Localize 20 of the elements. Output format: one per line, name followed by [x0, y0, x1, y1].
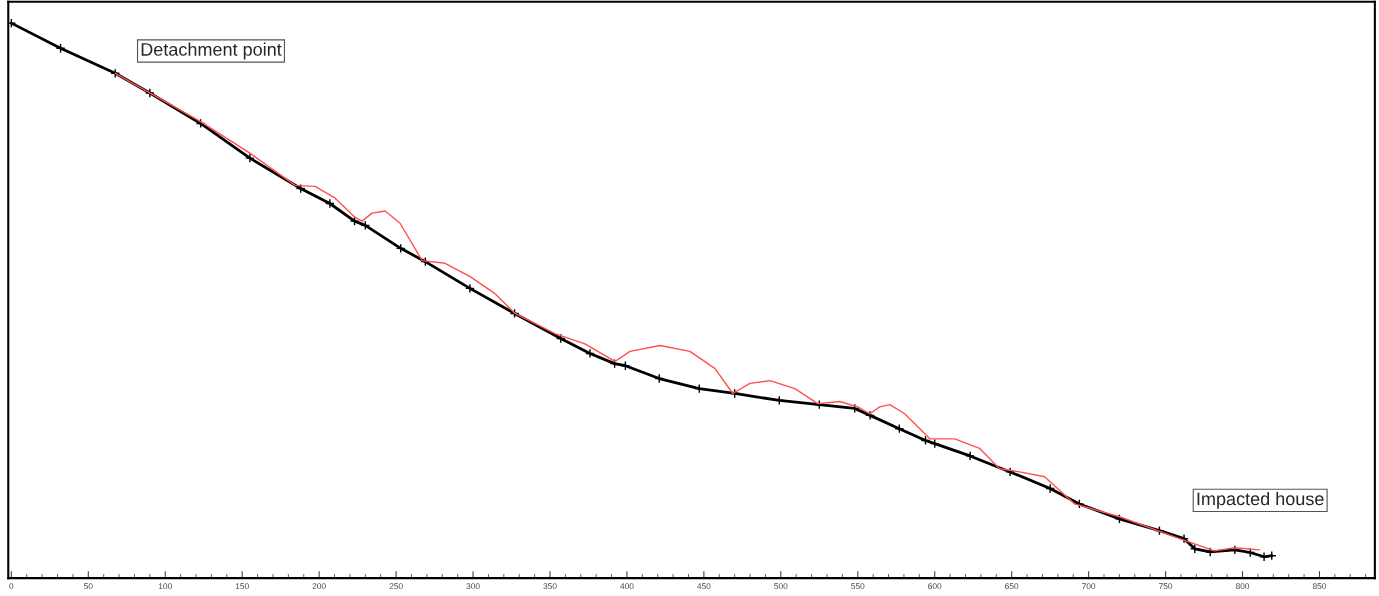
x-tick-label: 550: [851, 583, 865, 590]
x-tick-label: 350: [543, 583, 557, 590]
x-tick-label: 500: [774, 583, 788, 590]
x-tick-label: 0: [9, 583, 14, 590]
annotation: Detachment point: [141, 42, 282, 60]
x-tick-label: 650: [1005, 583, 1019, 590]
x-tick-label: 50: [84, 583, 93, 590]
annotation: Impacted house: [1197, 491, 1324, 509]
x-tick-label: 150: [235, 583, 249, 590]
x-tick-label: 750: [1159, 583, 1173, 590]
x-tick-label: 300: [466, 583, 480, 590]
x-tick-label: 200: [312, 583, 326, 590]
x-tick-label: 400: [620, 583, 634, 590]
x-tick-label: 700: [1082, 583, 1096, 590]
x-tick-label: 850: [1312, 583, 1327, 590]
x-tick-label: 250: [389, 583, 403, 590]
x-tick-label: 100: [158, 583, 172, 590]
x-tick-label: 600: [928, 583, 942, 590]
x-tick-label: 450: [697, 583, 711, 590]
x-tick-label: 800: [1235, 583, 1250, 590]
